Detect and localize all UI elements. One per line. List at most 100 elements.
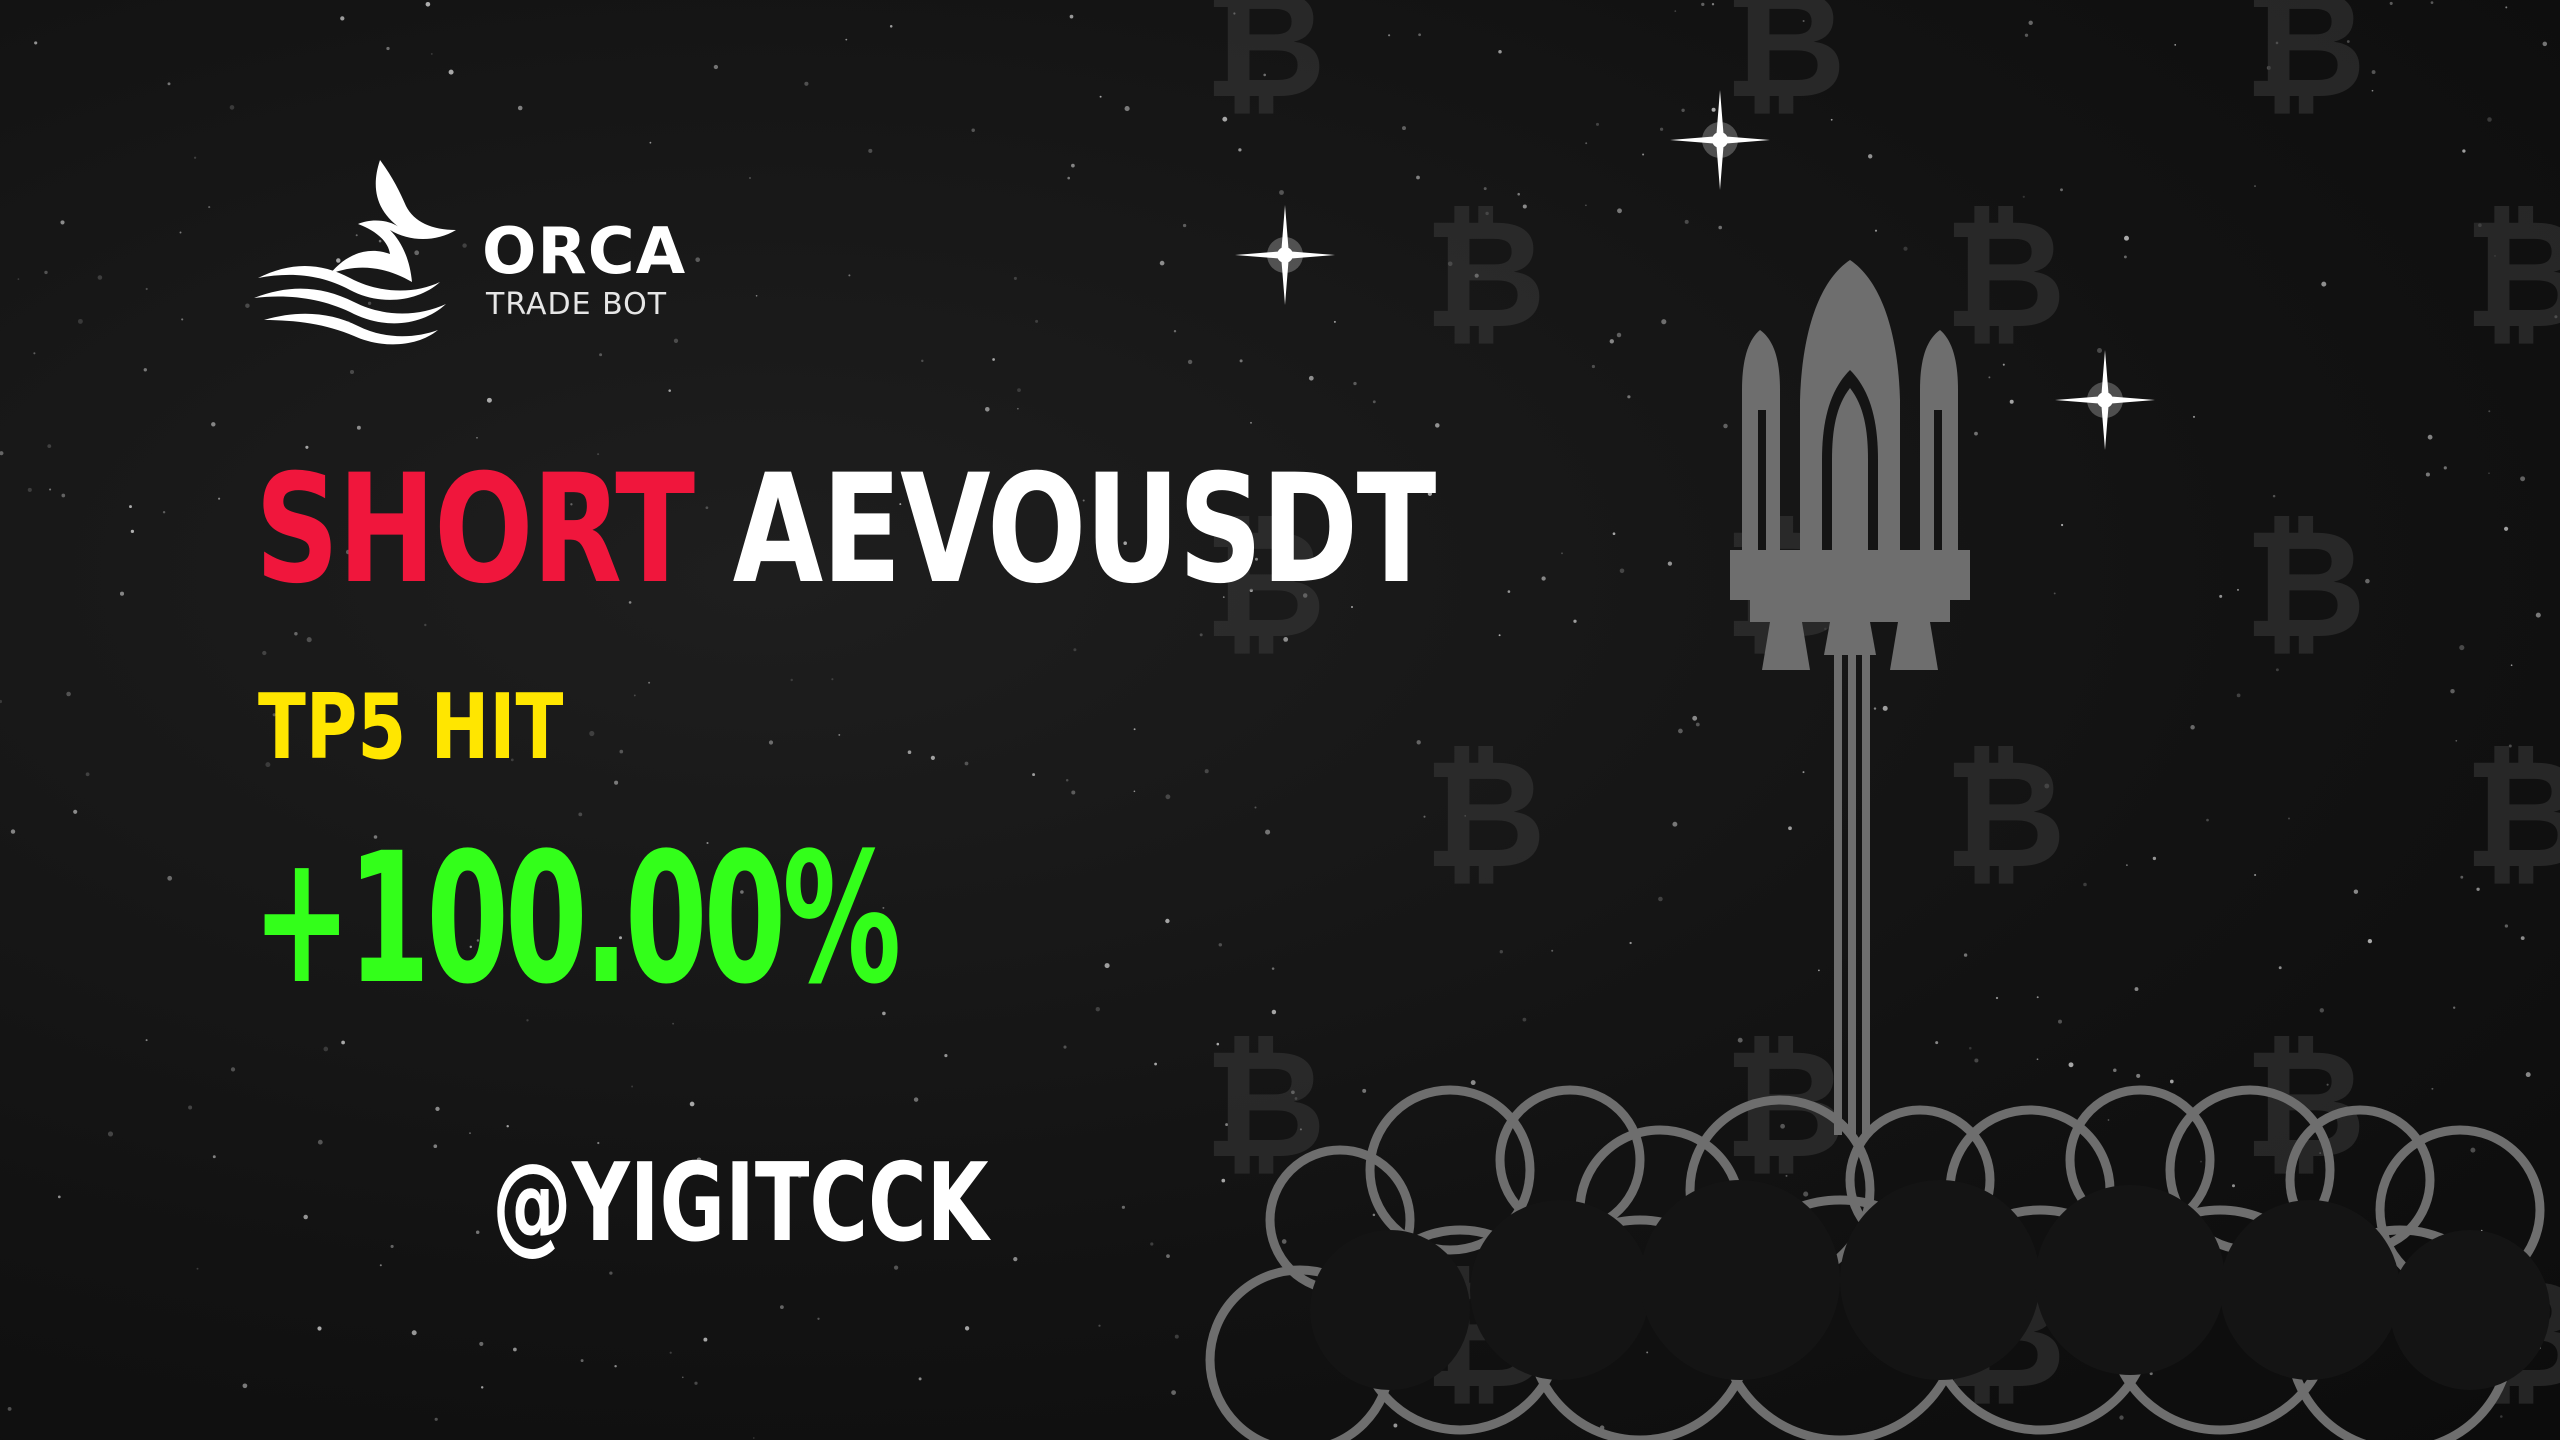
star-dot <box>589 730 595 737</box>
star-dot <box>2002 363 2005 366</box>
cloud-icon <box>1205 1085 2550 1440</box>
star-dot <box>695 257 701 263</box>
star-dot <box>1099 95 1102 98</box>
star-dot <box>1868 154 1873 159</box>
star-dot <box>1585 204 1587 207</box>
star-dot <box>1065 778 1069 782</box>
star-dot <box>434 1417 438 1421</box>
star-dot <box>208 206 211 209</box>
star-dot <box>356 425 361 430</box>
star-dot <box>373 835 378 839</box>
star-dot <box>1995 996 1999 1000</box>
star-dot <box>1271 1009 1277 1015</box>
star-dot <box>526 1019 529 1022</box>
star-dot <box>1350 605 1354 609</box>
star-dot <box>2487 117 2492 122</box>
star-dot <box>1785 1174 1788 1177</box>
star-dot <box>1124 106 1130 112</box>
star-dot <box>211 422 216 427</box>
star-dot <box>188 1105 193 1110</box>
star-dot <box>2136 1073 2141 1078</box>
star-dot <box>1659 127 1664 131</box>
star-dot <box>2476 887 2480 891</box>
star-dot <box>649 141 652 144</box>
star-dot <box>1271 967 1275 970</box>
star-dot <box>107 1131 114 1137</box>
star-dot <box>349 369 355 375</box>
star-dot <box>1063 1045 1067 1049</box>
star-dot <box>1071 790 1076 795</box>
star-dot <box>1159 260 1165 266</box>
star-dot <box>2024 33 2029 37</box>
star-dot <box>609 1271 613 1275</box>
star-dot <box>1661 319 1667 325</box>
star-dot <box>2508 744 2512 748</box>
star-dot <box>1294 1097 1298 1100</box>
star-dot <box>740 890 744 894</box>
star-dot <box>2113 1068 2117 1072</box>
star-dot <box>305 445 309 449</box>
star-dot <box>2149 1372 2153 1376</box>
signal-headline: SHORT AEVOUSDT <box>255 455 1436 605</box>
star-dot <box>480 1386 484 1389</box>
star-dot <box>1485 211 1489 216</box>
star-dot <box>798 1174 802 1179</box>
star-dot <box>681 1376 684 1379</box>
star-dot <box>1617 208 1622 214</box>
star-dot <box>1222 116 1228 122</box>
bitcoin-icon: ₿ <box>1423 728 1547 902</box>
star-dot <box>1788 826 1792 831</box>
star-dot <box>893 1265 899 1270</box>
star-dot <box>1165 794 1171 800</box>
orca-whale-tail-icon <box>254 160 456 345</box>
star-dot <box>386 46 390 51</box>
star-dot <box>1629 941 1632 945</box>
star-dot <box>578 812 583 817</box>
star-dot <box>2554 315 2558 319</box>
star-dot <box>424 623 427 627</box>
star-dot <box>1435 423 1440 428</box>
star-dot <box>486 397 492 403</box>
trade-side: SHORT <box>255 443 695 617</box>
star-dot <box>2124 235 2129 241</box>
star-dot <box>672 1022 675 1025</box>
star-dot <box>411 1330 417 1336</box>
star-dot <box>868 148 873 153</box>
star-dot <box>0 451 4 456</box>
star-dot <box>245 303 250 308</box>
star-dot <box>694 1381 698 1385</box>
star-dot <box>882 1011 886 1016</box>
star-dot <box>1595 122 1600 126</box>
star-dot <box>2443 466 2447 470</box>
star-dot <box>689 1101 695 1107</box>
star-dot <box>930 755 935 760</box>
star-dot <box>34 41 38 45</box>
star-dot <box>614 780 619 785</box>
star-sparkle-icon <box>2055 350 2155 450</box>
star-dot <box>129 505 132 509</box>
star-dot <box>1483 187 1487 191</box>
star-dot <box>1701 2 1705 7</box>
star-dot <box>73 809 78 814</box>
star-dot <box>1071 163 1075 168</box>
star-dot <box>1067 176 1070 180</box>
star-dot <box>1711 3 1715 6</box>
star-dot <box>1674 10 1677 12</box>
star-dot <box>752 1437 755 1439</box>
star-dot <box>1299 1128 1302 1131</box>
star-dot <box>1464 815 1467 817</box>
star-dot <box>804 81 809 86</box>
star-dot <box>230 1067 236 1072</box>
star-dot <box>2278 966 2282 970</box>
star-dot <box>2126 864 2128 866</box>
bitcoin-icon: ₿ <box>1203 0 1327 132</box>
star-dot <box>1969 1046 1972 1050</box>
star-dot <box>1517 192 1520 196</box>
star-dot <box>1182 223 1187 228</box>
bitcoin-icon: ₿ <box>2243 0 2367 132</box>
star-dot <box>2083 882 2087 887</box>
star-dot <box>1199 633 1203 637</box>
star-dot <box>673 338 679 343</box>
star-dot <box>2152 856 2157 861</box>
